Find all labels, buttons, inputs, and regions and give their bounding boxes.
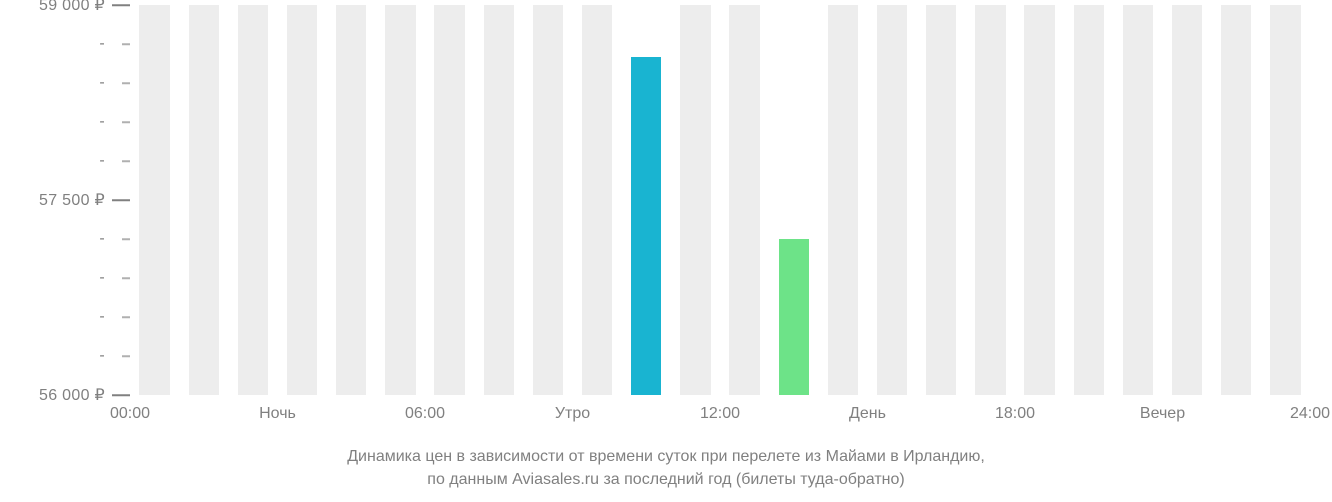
hour-bar	[336, 5, 366, 395]
x-tick-label: 24:00	[1290, 405, 1330, 423]
y-tick-mark	[112, 4, 130, 6]
hour-bar	[385, 5, 415, 395]
bars-container	[130, 5, 1310, 395]
plot-area	[130, 5, 1310, 395]
caption-line2: по данным Aviasales.ru за последний год …	[427, 471, 904, 488]
hour-bar	[975, 5, 1005, 395]
hour-bar-data	[779, 239, 809, 395]
y-tick-mark	[122, 121, 130, 123]
y-tick-label: 56 000 ₽	[39, 385, 105, 405]
y-tick-label: -	[99, 35, 105, 53]
x-tick-label: 06:00	[405, 405, 445, 423]
hour-bar	[680, 5, 710, 395]
x-axis: 00:00Ночь06:00Утро12:00День18:00Вечер24:…	[130, 395, 1310, 425]
hour-bar	[287, 5, 317, 395]
x-tick-label: Вечер	[1140, 405, 1185, 423]
y-tick-label: -	[99, 152, 105, 170]
hour-bar	[729, 5, 759, 395]
hour-bar	[1024, 5, 1054, 395]
hour-bar	[582, 5, 612, 395]
hour-bar	[434, 5, 464, 395]
hour-bar	[926, 5, 956, 395]
hour-bar	[1270, 5, 1300, 395]
y-tick-label: -	[99, 230, 105, 248]
hour-bar	[828, 5, 858, 395]
y-tick-label: -	[99, 269, 105, 287]
hour-bar	[1172, 5, 1202, 395]
y-tick-label: -	[99, 74, 105, 92]
y-axis: 59 000 ₽----57 500 ₽----56 000 ₽	[0, 5, 130, 395]
y-tick-mark	[122, 43, 130, 45]
y-tick-mark	[122, 160, 130, 162]
hour-bar	[484, 5, 514, 395]
y-tick-mark	[122, 277, 130, 279]
hour-bar	[1221, 5, 1251, 395]
x-tick-label: 00:00	[110, 405, 150, 423]
y-tick-label: -	[99, 308, 105, 326]
hour-bar	[238, 5, 268, 395]
x-tick-label: День	[849, 405, 886, 423]
x-tick-label: Утро	[555, 405, 590, 423]
y-tick-mark	[112, 394, 130, 396]
hour-bar	[1123, 5, 1153, 395]
hour-bar	[1074, 5, 1104, 395]
x-tick-label: 12:00	[700, 405, 740, 423]
price-by-hour-chart: 59 000 ₽ - - - - 57 500 ₽ - - - - 56 000 ₽ 00:00 Но…	[0, 0, 1332, 502]
y-tick-mark	[122, 82, 130, 84]
hour-bar	[877, 5, 907, 395]
hour-bar	[533, 5, 563, 395]
hour-bar	[139, 5, 169, 395]
y-tick-mark	[122, 355, 130, 357]
y-tick-label: -	[99, 113, 105, 131]
y-tick-label: -	[99, 347, 105, 365]
x-tick-label: 18:00	[995, 405, 1035, 423]
x-tick-label: Ночь	[259, 405, 296, 423]
chart-caption: Динамика цен в зависимости от времени су…	[0, 445, 1332, 491]
y-tick-mark	[122, 238, 130, 240]
y-tick-label: 59 000 ₽	[39, 0, 105, 15]
y-tick-label: 57 500 ₽	[39, 190, 105, 210]
hour-bar-data	[631, 57, 661, 395]
hour-bar	[189, 5, 219, 395]
y-tick-mark	[122, 316, 130, 318]
caption-line1: Динамика цен в зависимости от времени су…	[347, 448, 985, 465]
y-tick-mark	[112, 199, 130, 201]
